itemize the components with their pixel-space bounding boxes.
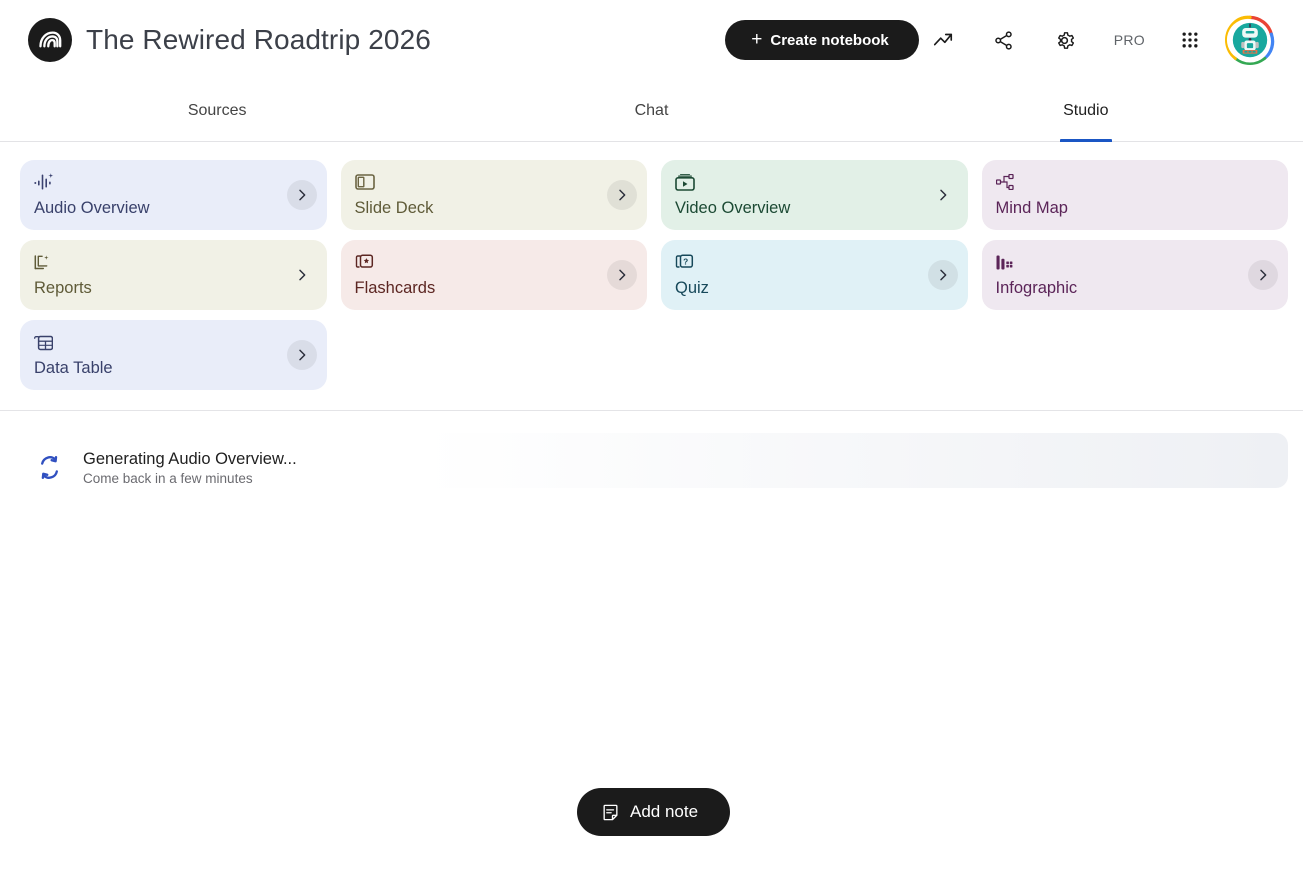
- svg-text:?: ?: [683, 256, 688, 266]
